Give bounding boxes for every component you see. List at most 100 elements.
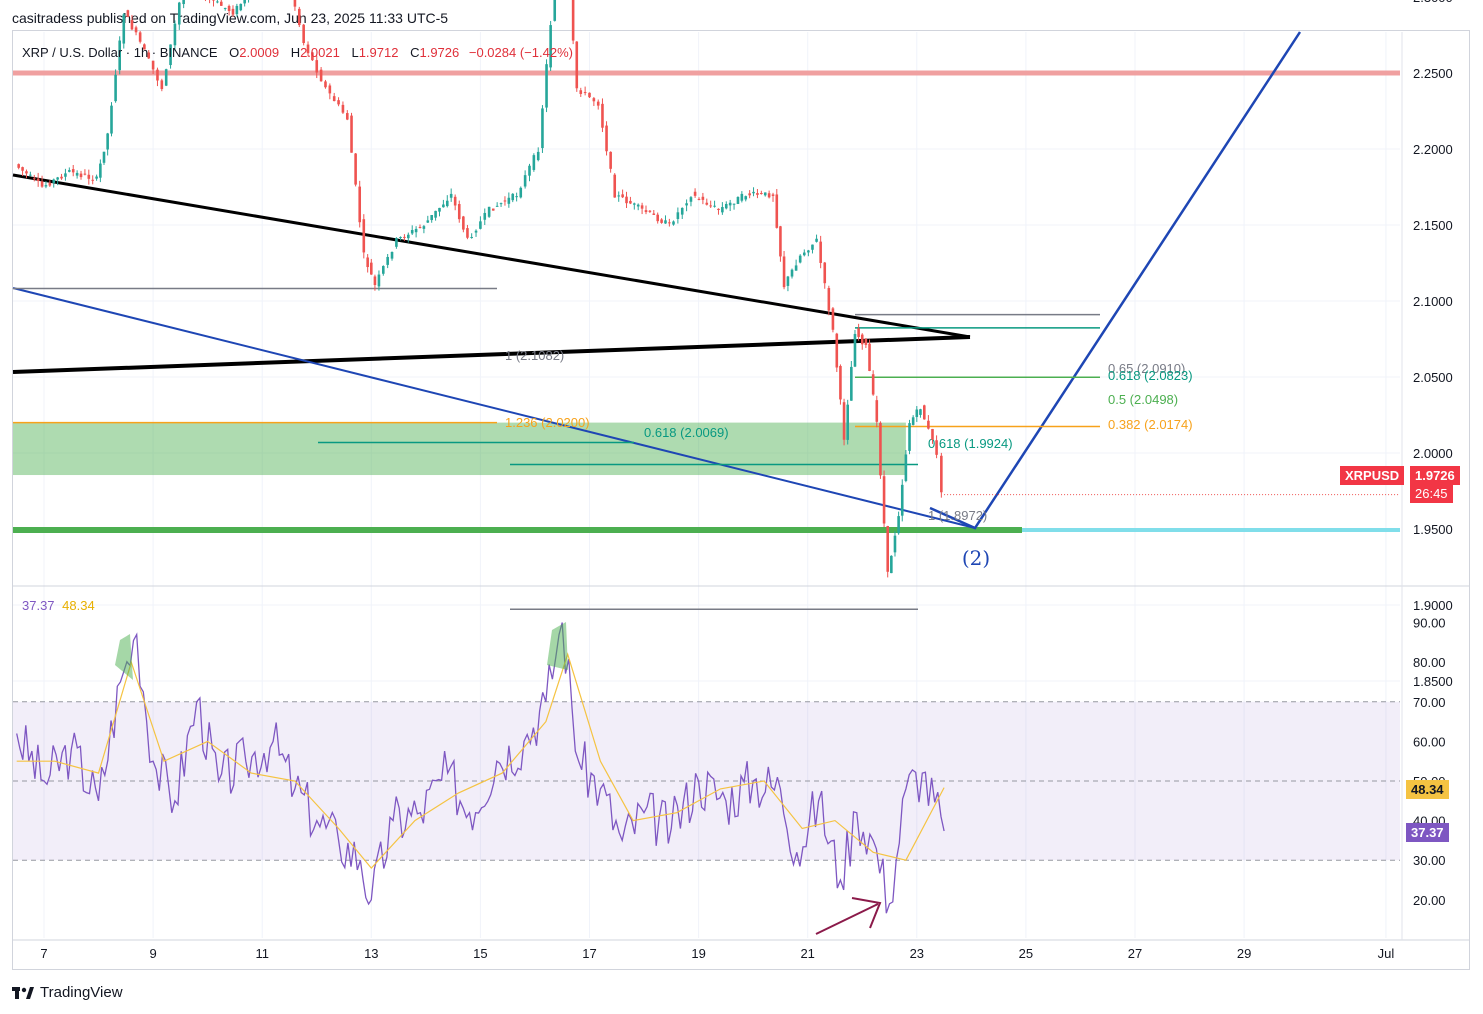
candle-body [231,8,235,15]
candle-body [640,205,644,209]
candle-body [44,185,48,187]
candle-body [940,455,943,493]
candle-body [857,328,860,337]
candle-body [445,200,449,207]
candle-body [118,40,121,71]
candle-body [871,374,875,395]
candle-body [75,172,79,176]
candle-body [64,173,67,177]
candle-body [457,204,461,220]
low-value: 1.9712 [358,45,399,60]
candle-body [173,23,177,46]
candle-body [596,101,600,106]
candle-body [122,14,126,44]
candle-body [358,186,362,223]
candle-body [915,409,919,418]
candle-body [470,236,473,238]
candle-body [102,151,106,163]
candle-body [487,206,491,217]
divergence-arrow-icon [815,903,879,935]
candle-body [511,193,515,201]
candle-body [235,5,239,15]
divergence-arrowhead-icon [851,897,882,929]
candle-body [605,125,608,152]
candle-body [169,44,172,66]
candle-body [399,236,402,238]
candle-body [868,343,871,371]
time-tick-label: 29 [1237,946,1251,961]
rsi-tick-label: 60.00 [1413,734,1446,749]
candle-body [395,238,398,247]
candle-body [36,178,40,182]
tradingview-brand[interactable]: TradingView [12,984,123,1001]
rsi-value: 37.37 [22,598,55,613]
candle-body [32,178,36,180]
time-tick-label: 21 [800,946,814,961]
candle-body [99,163,102,178]
candle-body [672,221,675,225]
candle-body [717,208,720,211]
time-tick-label: 23 [910,946,924,961]
wave-projection [929,31,1302,530]
candle-body [664,220,667,224]
candle-body [182,0,185,5]
candle-body [794,265,798,271]
candle-body [652,213,656,215]
candle-body [56,177,59,180]
price-tick-label: 2.2000 [1413,142,1453,157]
candle-body [442,204,445,208]
fib-label: 0.5 (2.0498) [1108,392,1178,407]
rsi-overbought-fill [547,622,568,670]
triangle-lower-line [12,335,971,374]
candle-body [239,3,243,11]
candle-body [17,164,20,168]
candle-body [68,170,71,172]
candle-body [771,194,775,196]
candle-body [499,203,503,205]
candle-body [426,220,430,223]
candle-body [126,10,130,18]
time-tick-label: 11 [255,946,269,961]
candle-body [744,196,748,200]
candle-body [588,92,591,98]
fib-label: 1 (2.1082) [505,348,564,363]
price-tick-label: 2.1000 [1413,294,1453,309]
candle-body [779,226,782,257]
candle-body [900,484,904,516]
tradingview-logo-icon [12,986,34,999]
candle-body [775,194,779,228]
rsi-line [16,622,945,914]
candle-body [507,197,511,204]
candle-body [95,176,98,179]
candle-body [693,191,697,196]
candle-body [71,169,75,173]
price-tick-label: 2.3000 [1413,0,1453,5]
candle-body [697,198,701,200]
channel-line [12,287,976,529]
price-tick-label: 2.0500 [1413,370,1453,385]
candle-body [853,333,857,367]
candle-body [644,210,648,213]
candles [17,0,943,578]
candle-body [919,409,922,415]
candle-body [601,103,604,128]
candle-body [864,338,868,345]
candle-body [362,219,366,253]
candle-body [676,212,680,219]
candle-body [156,69,159,81]
fib-label: 1.236 (2.0200) [505,415,590,430]
candle-body [523,175,527,187]
candle-body [311,52,314,61]
candle-body [831,308,835,330]
candle-body [748,193,751,196]
rsi-tick-label: 20.00 [1413,893,1446,908]
rsi-badge: 37.37 [1406,823,1449,842]
candle-body [609,151,612,169]
candle-body [315,60,319,73]
rsi-ma-line [16,652,945,870]
candle-body [479,221,482,229]
candle-body [293,0,297,7]
candle-body [453,196,457,206]
candle-body [617,195,621,197]
